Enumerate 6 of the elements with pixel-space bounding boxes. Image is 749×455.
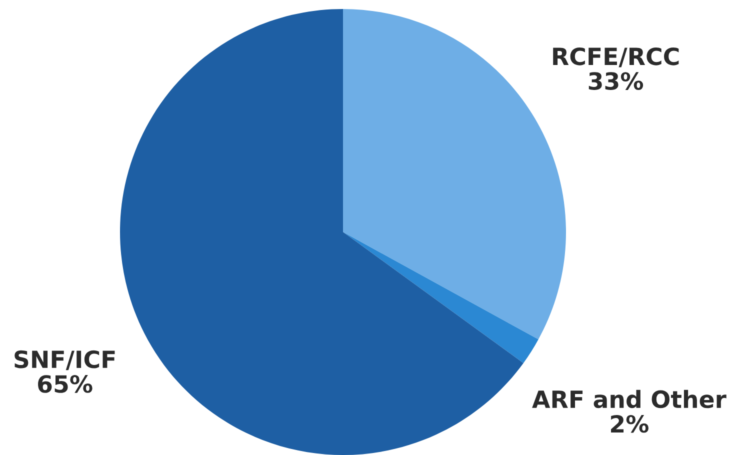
slice-label: RCFE/RCC — [553, 47, 679, 68]
slice-label: SNF/ICF — [14, 350, 115, 370]
slice-label: ARF and Other — [532, 390, 726, 408]
data-label: 2% — [611, 414, 648, 433]
data-label: 33% — [588, 72, 644, 90]
data-label: 65% — [38, 375, 92, 393]
